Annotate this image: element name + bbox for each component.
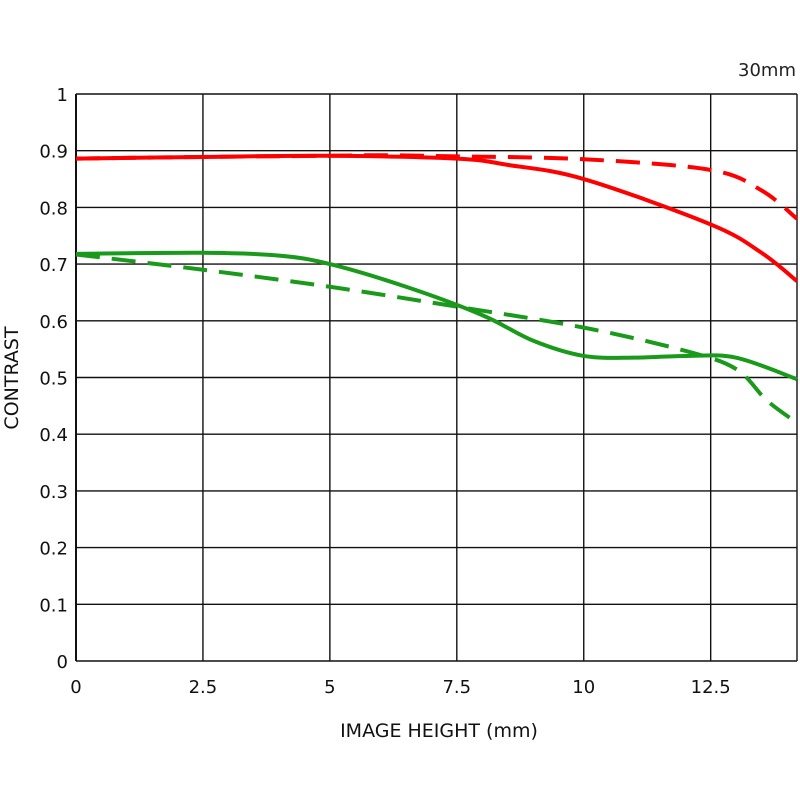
y-tick-label: 0.9 <box>39 142 68 163</box>
series-line-3-solid <box>75 250 798 382</box>
grid <box>75 93 798 662</box>
y-tick-label: 0.5 <box>39 369 68 390</box>
y-tick-label: 0.7 <box>39 255 68 276</box>
series-layer <box>75 153 799 425</box>
y-tick-label: 0.1 <box>39 595 68 616</box>
x-tick-label: 2.5 <box>189 677 218 698</box>
series-line-1-solid <box>75 153 799 283</box>
x-tick-label: 5 <box>324 677 335 698</box>
y-tick-label: 1 <box>57 85 68 106</box>
annotation-focal-length: 30mm <box>738 60 796 81</box>
series-line-4-dashed <box>75 252 799 425</box>
y-axis-label: CONTRAST <box>1 326 23 430</box>
x-tick-label: 7.5 <box>442 677 471 698</box>
x-axis-label: IMAGE HEIGHT (mm) <box>340 720 538 742</box>
x-tick-label: 12.5 <box>691 677 731 698</box>
y-tick-label: 0.6 <box>39 312 68 333</box>
x-tick-label: 0 <box>70 677 81 698</box>
y-tick-label: 0.8 <box>39 198 68 219</box>
tick-labels: 0 2.5 5 7.5 10 12.5 0 0.1 0.2 0.3 0.4 0.5 0.6 0.7 0.8 0… <box>39 85 730 698</box>
y-tick-label: 0 <box>57 652 68 673</box>
y-tick-label: 0.2 <box>39 539 68 560</box>
y-tick-label: 0.4 <box>39 425 68 446</box>
series-line-2-dashed <box>75 153 799 221</box>
y-tick-label: 0.3 <box>39 482 68 503</box>
x-tick-label: 10 <box>572 677 595 698</box>
